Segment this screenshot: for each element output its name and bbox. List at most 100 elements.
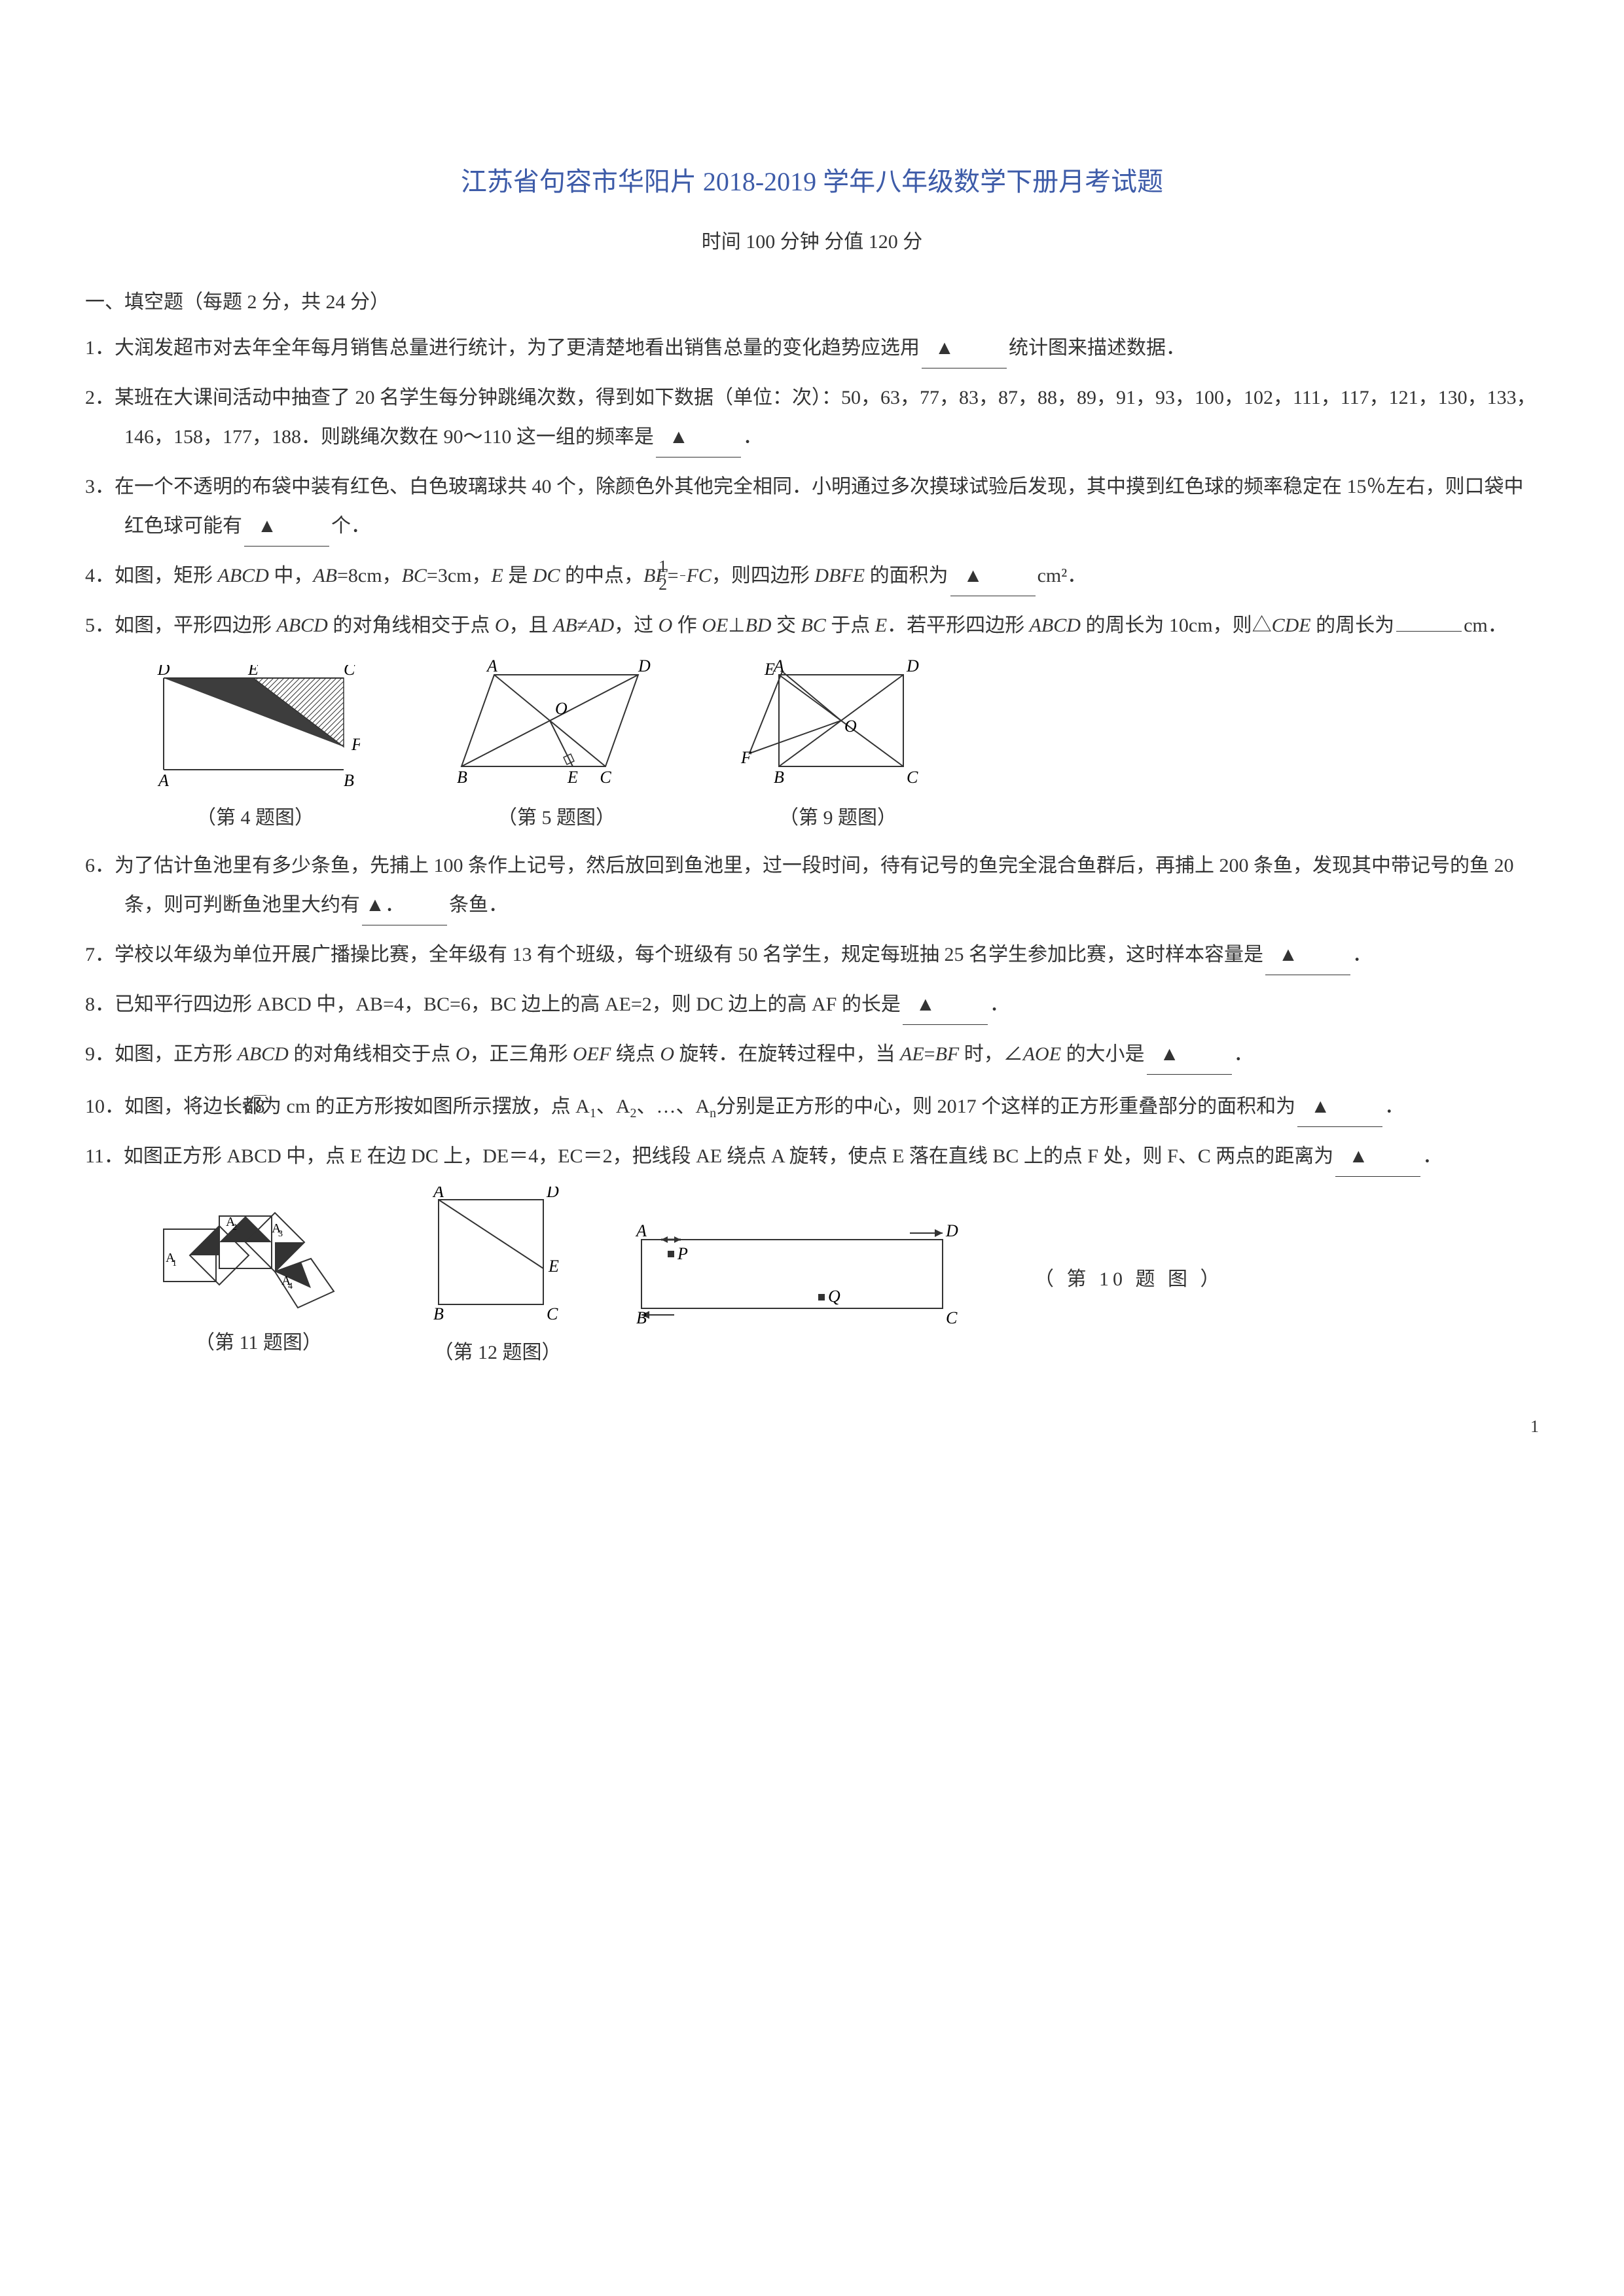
q-text: ，且 (509, 615, 554, 636)
svg-text:Q: Q (828, 1287, 840, 1306)
subscript: n (710, 1106, 716, 1121)
q-number: 4． (85, 565, 115, 586)
svg-text:A: A (486, 658, 497, 675)
svg-text:1: 1 (172, 1259, 177, 1268)
var: DBFE (814, 565, 865, 586)
q-text: cm²． (1038, 565, 1087, 586)
q-text: 统计图来描述数据． (1009, 337, 1185, 359)
blank: ▲ (922, 329, 1007, 368)
q-number: 11． (85, 1145, 124, 1167)
q-text: 的对角线相交于点 (328, 615, 495, 636)
figure-4: D E C F A B （第 4 题图） (151, 665, 360, 836)
section-header: 一、填空题（每题 2 分，共 24 分） (85, 283, 1539, 321)
question-8: 8．已知平行四边形 ABCD 中，AB=4，BC=6，BC 边上的高 AE=2，… (85, 985, 1539, 1025)
svg-text:C: C (547, 1304, 558, 1323)
var: AOE (1023, 1043, 1061, 1065)
var: OEF (573, 1043, 611, 1065)
svg-text:E: E (567, 768, 578, 787)
q-text: 如图，矩形 (115, 565, 218, 586)
var: CDE (1272, 615, 1311, 636)
figure-5-caption: （第 5 题图） (497, 799, 615, 836)
q-text: 的对角线相交于点 (289, 1043, 456, 1065)
blank: ▲． (362, 886, 447, 925)
blank: ▲ (244, 507, 329, 547)
blank: ▲ (1335, 1137, 1420, 1177)
q-text: 时，∠ (959, 1043, 1023, 1065)
blank (1396, 631, 1462, 632)
figure-9-svg: A D B C O E F (740, 658, 936, 789)
var: AB (553, 615, 577, 636)
document-title: 江苏省句容市华阳片 2018-2019 学年八年级数学下册月考试题 (85, 157, 1539, 207)
figure-12: A D B C E （第 12 题图） (419, 1187, 576, 1371)
q-text: 的周长为 10cm，则△ (1081, 615, 1272, 636)
question-10: 10．如图，将边长都为8 cm 的正方形按如图所示摆放，点 A1、A2、…、An… (85, 1085, 1539, 1127)
q-text: 是 (503, 565, 533, 586)
svg-text:A: A (635, 1223, 647, 1240)
svg-text:4: 4 (288, 1282, 293, 1291)
figure-12-caption: （第 12 题图） (434, 1334, 562, 1371)
svg-text:C: C (946, 1308, 958, 1327)
q-number: 9． (85, 1043, 115, 1065)
q-text: cm． (1464, 615, 1507, 636)
var: DC (533, 565, 560, 586)
svg-text:B: B (433, 1304, 444, 1323)
var: O (495, 615, 509, 636)
figure-11-caption: （第 11 题图） (195, 1324, 322, 1361)
q-text: 如图正方形 ABCD 中，点 E 在边 DC 上，DE＝4，EC＝2，把线段 A… (124, 1145, 1333, 1167)
blank: ▲ (950, 556, 1036, 596)
q-text: 中， (269, 565, 314, 586)
blank: ▲ (1147, 1035, 1232, 1075)
q-number: 7． (85, 944, 115, 965)
question-6: 6．为了估计鱼池里有多少条鱼，先捕上 100 条作上记号，然后放回到鱼池里，过一… (85, 846, 1539, 925)
svg-text:E: E (548, 1257, 559, 1276)
q-text: 旋转．在旋转过程中，当 (674, 1043, 900, 1065)
var: O (456, 1043, 470, 1065)
var: AB (313, 565, 337, 586)
var: FC (687, 565, 712, 586)
question-4: 4．如图，矩形 ABCD 中，AB=8cm，BC=3cm，E 是 DC 的中点，… (85, 556, 1539, 596)
var: BF (935, 1043, 960, 1065)
blank: ▲ (656, 418, 741, 457)
blank: ▲ (903, 985, 988, 1025)
q-text: = (668, 565, 679, 586)
svg-text:O: O (844, 717, 857, 736)
q-number: 3． (85, 476, 115, 497)
subscript: 1 (590, 1106, 596, 1121)
question-7: 7．学校以年级为单位开展广播操比赛，全年级有 13 有个班级，每个班级有 50 … (85, 935, 1539, 975)
q-text: 的周长为 (1311, 615, 1395, 636)
figure-4-caption: （第 4 题图） (196, 799, 314, 836)
figures-row-1: D E C F A B （第 4 题图） A D B C E O （第 5 题图… (151, 658, 1539, 836)
blank: ▲ (1265, 935, 1350, 975)
q-text: ，过 (614, 615, 659, 636)
var: ABCD (1030, 615, 1081, 636)
svg-text:D: D (546, 1187, 559, 1201)
var: AD (588, 615, 614, 636)
var: O (660, 1043, 674, 1065)
figure-10: P Q A D B C (622, 1223, 975, 1335)
var: OE (702, 615, 728, 636)
figure-5-svg: A D B C E O (445, 658, 668, 789)
svg-text:A: A (432, 1187, 444, 1201)
question-9: 9．如图，正方形 ABCD 的对角线相交于点 O，正三角形 OEF 绕点 O 旋… (85, 1035, 1539, 1075)
q-text: 的大小是 (1061, 1043, 1145, 1065)
var: E (875, 615, 887, 636)
svg-text:B: B (457, 768, 467, 787)
q-text: ，则四边形 (712, 565, 815, 586)
q-number: 1． (85, 337, 115, 359)
q-number: 10． (85, 1096, 124, 1117)
svg-text:D: D (945, 1223, 958, 1240)
var: ABCD (218, 565, 269, 586)
question-3: 3．在一个不透明的布袋中装有红色、白色玻璃球共 40 个，除颜色外其他完全相同．… (85, 467, 1539, 547)
svg-text:F: F (740, 748, 752, 767)
q-number: 8． (85, 994, 115, 1015)
figures-row-2: A 1 A 2 A 3 A 4 （第 11 题图） A D B C E （第 1… (144, 1187, 1539, 1371)
q-number: 5． (85, 615, 115, 636)
q-text: 如图，正方形 (115, 1043, 238, 1065)
q-number: 6． (85, 855, 115, 876)
q-text: 大润发超市对去年全年每月销售总量进行统计，为了更清楚地看出销售总量的变化趋势应选… (115, 337, 920, 359)
q-text: 学校以年级为单位开展广播操比赛，全年级有 13 有个班级，每个班级有 50 名学… (115, 944, 1263, 965)
fraction: 12 (680, 558, 685, 593)
subscript: 2 (630, 1106, 637, 1121)
figure-10-caption: （ 第 10 题 图 ） (1034, 1261, 1224, 1298)
question-1: 1．大润发超市对去年全年每月销售总量进行统计，为了更清楚地看出销售总量的变化趋势… (85, 329, 1539, 368)
